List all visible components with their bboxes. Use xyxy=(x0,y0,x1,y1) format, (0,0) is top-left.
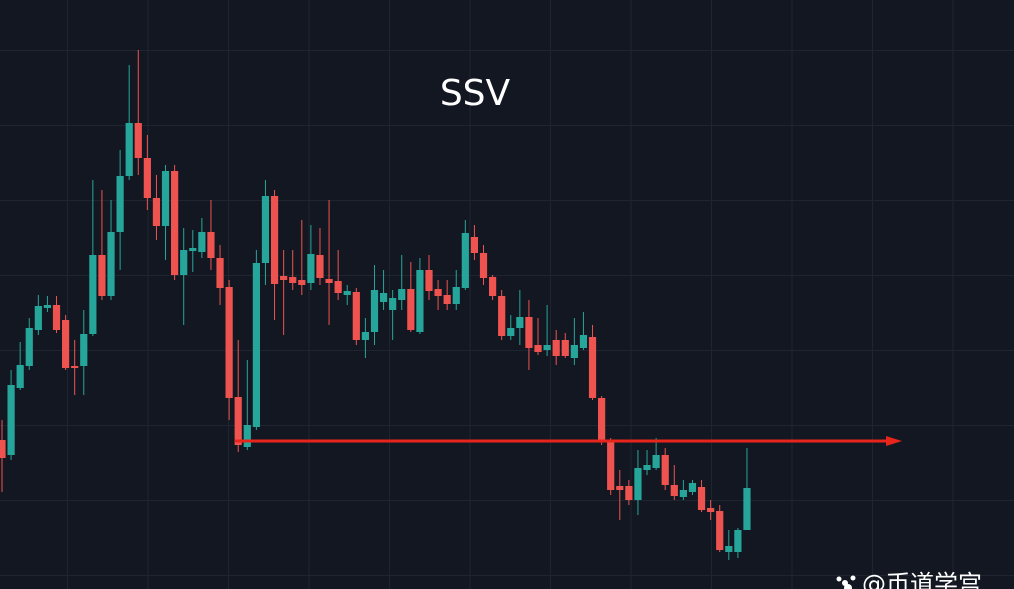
candle-body xyxy=(280,276,288,280)
candle-body xyxy=(152,198,161,226)
candle-body xyxy=(670,485,678,496)
candle-body xyxy=(216,258,224,288)
candle-body xyxy=(198,232,206,252)
candle-body xyxy=(261,196,270,263)
candle-body xyxy=(643,465,651,470)
candle-body xyxy=(379,293,388,302)
candle-body xyxy=(452,287,460,304)
candle-body xyxy=(361,332,369,340)
candle-body xyxy=(616,486,624,490)
candle-body xyxy=(125,123,133,176)
candle-body xyxy=(325,279,333,283)
candle-body xyxy=(61,320,70,368)
candle-body xyxy=(370,290,379,332)
candle-body xyxy=(34,306,42,330)
candle-body xyxy=(525,317,533,348)
candle-body xyxy=(80,334,88,366)
support-arrow xyxy=(886,436,902,446)
candle-body xyxy=(252,263,260,427)
candle-body xyxy=(607,440,615,490)
candle-body xyxy=(107,232,115,296)
watermark: @币道学宫 xyxy=(862,570,982,589)
candle-body xyxy=(16,365,24,388)
candle-body xyxy=(98,255,106,296)
candle-body xyxy=(498,296,506,336)
candle-body xyxy=(725,546,733,552)
candle-body xyxy=(7,385,15,455)
candle-body xyxy=(289,277,297,283)
candle-body xyxy=(734,530,742,552)
candle-body xyxy=(534,345,542,352)
candle-body xyxy=(316,255,324,278)
candle-body xyxy=(343,291,351,295)
candle-body xyxy=(89,255,97,334)
candle-body xyxy=(707,508,715,512)
candle-body xyxy=(207,232,215,258)
candle-body xyxy=(334,281,342,293)
candle-body xyxy=(561,340,569,356)
candle-body xyxy=(171,171,179,275)
candle-body xyxy=(552,340,560,356)
chart-title: SSV xyxy=(440,73,511,114)
candle-body xyxy=(270,196,279,284)
candle-body xyxy=(679,490,687,497)
candle-body xyxy=(634,468,642,500)
candle-body xyxy=(425,270,433,291)
candle-body xyxy=(161,171,170,226)
candle-body xyxy=(389,298,397,310)
candle-body xyxy=(507,328,515,336)
candle-body xyxy=(579,335,588,348)
candle-body xyxy=(189,248,197,251)
marks xyxy=(0,50,902,560)
candle-body xyxy=(407,289,415,330)
candle-body xyxy=(516,317,524,328)
candle-body xyxy=(434,289,442,296)
candle-body xyxy=(0,440,6,458)
candle-body xyxy=(688,483,697,492)
candle-body xyxy=(743,488,751,530)
candle-body xyxy=(570,345,578,358)
candle-body xyxy=(25,328,33,366)
candle-body xyxy=(416,270,424,332)
candle-body xyxy=(470,237,479,253)
candle-body xyxy=(461,233,469,288)
candle-body xyxy=(598,398,606,440)
candle-body xyxy=(225,287,233,398)
candle-body xyxy=(307,254,315,283)
candle-body xyxy=(652,455,660,468)
candle-body xyxy=(716,511,724,550)
candle-body xyxy=(398,289,406,300)
candle-body xyxy=(243,425,251,447)
candle-body xyxy=(488,277,497,296)
candle-body xyxy=(543,345,551,350)
candle-body xyxy=(71,366,79,368)
candle-body xyxy=(479,253,488,278)
candle-body xyxy=(625,486,633,500)
candle-body xyxy=(234,397,242,445)
candle-body xyxy=(180,250,188,275)
candle-body xyxy=(43,305,52,308)
candle-body xyxy=(143,158,151,198)
candle-body xyxy=(443,295,451,304)
candle-body xyxy=(134,123,142,158)
candle-body xyxy=(52,305,61,330)
watermark-icon xyxy=(836,575,856,589)
candle-body xyxy=(697,487,706,510)
candle-body xyxy=(661,455,669,485)
candle-body xyxy=(588,337,597,398)
candle-body xyxy=(116,176,124,232)
candle-body xyxy=(298,280,306,285)
candle-body xyxy=(352,292,360,340)
